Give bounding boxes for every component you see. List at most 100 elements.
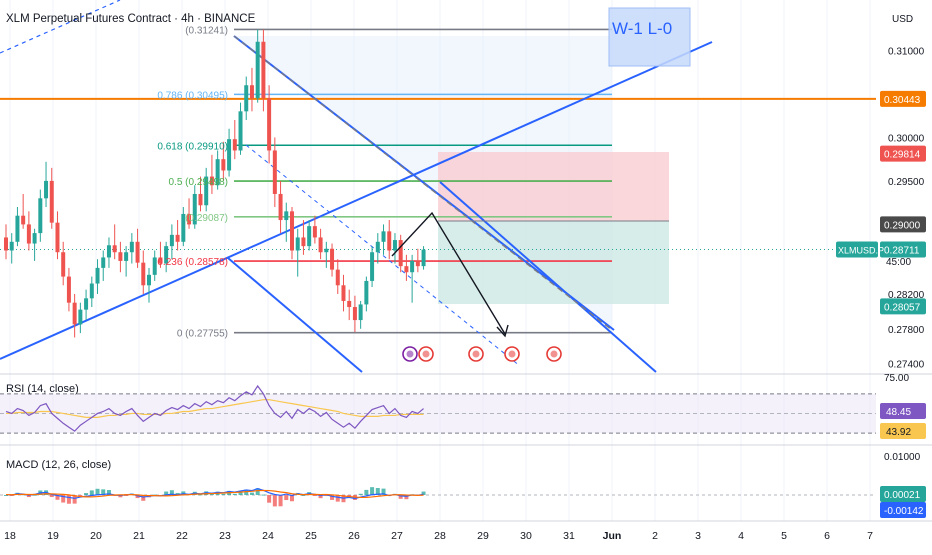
descending-trend-line-2[interactable] [439, 181, 657, 373]
fib-label: (0.29087) [185, 213, 228, 224]
candle-body [21, 215, 26, 225]
macd-histogram-bar [324, 495, 329, 497]
macd-histogram-bar [164, 491, 169, 495]
macd-histogram-bar [141, 495, 146, 501]
candle-body [375, 241, 380, 253]
stop-zone-box[interactable] [438, 152, 669, 221]
candle-body [392, 240, 397, 251]
descending-channel-lower[interactable] [227, 257, 363, 373]
macd-histogram-bar [272, 495, 277, 507]
price-badge-text: 0.29000 [884, 220, 921, 231]
candle-body [72, 302, 77, 325]
candle-body [301, 237, 306, 247]
macd-badge-text: -0.00142 [884, 506, 924, 517]
time-axis-label: 27 [391, 530, 403, 542]
macd-histogram-bar [370, 487, 375, 495]
candle-body [341, 285, 346, 301]
macd-label[interactable]: MACD (12, 26, close) [6, 459, 111, 471]
price-badge-text: 0.28057 [884, 302, 921, 313]
annotation-box[interactable] [608, 7, 691, 67]
time-axis-label: 30 [520, 530, 532, 542]
candle-body [26, 224, 31, 244]
candle-body [169, 234, 174, 247]
time-axis-label: 28 [434, 530, 446, 542]
candle-body [192, 193, 197, 225]
price-tick: 0.27400 [888, 360, 925, 371]
price-tick: 0.29500 [888, 177, 925, 188]
time-axis-label: Jun [603, 530, 622, 542]
candle-body [32, 233, 37, 244]
fib-label: (0.31241) [185, 25, 228, 36]
rsi-badge [880, 403, 926, 419]
macd-histogram-bar [84, 493, 89, 495]
candle-body [307, 226, 312, 247]
symbol-badge[interactable] [836, 241, 878, 258]
time-axis-layer: 18 19 20 21 22 23 24 25 26 27 28 29 30 31 Jun 2 3 4 5 6 7 [4, 530, 873, 542]
time-axis-label: 4 [738, 530, 744, 542]
currency-label: USD [892, 14, 913, 25]
macd-histogram-bar [32, 494, 37, 496]
macd-histogram-bar [118, 495, 123, 498]
macd-histogram-bar [404, 495, 409, 500]
candle-body [175, 234, 180, 242]
rsi-line [5, 384, 424, 432]
time-axis-label: 29 [477, 530, 489, 542]
ascending-trend-line[interactable] [0, 41, 713, 360]
macd-histogram-bar [255, 488, 260, 495]
macd-histogram-bar [267, 495, 272, 503]
candle-body [141, 262, 146, 286]
event-icon-dot [508, 350, 516, 358]
drawings-under-layer [0, 0, 876, 373]
macd-histogram-bar [101, 489, 106, 495]
candle-body [398, 240, 403, 267]
rsi-layer: 48.45 43.92 [0, 384, 926, 439]
macd-histogram-bar [358, 493, 363, 495]
macd-tick-top: 0.01000 [884, 452, 921, 463]
candle-body [312, 226, 317, 238]
candle-body [249, 85, 254, 99]
countdown-label: 45:00 [886, 257, 911, 268]
macd-histogram-bar [381, 488, 386, 495]
macd-histogram-bar [318, 495, 323, 499]
fib-label: 0.618 (0.29910) [157, 141, 228, 152]
macd-histogram-bar [26, 495, 31, 498]
right-axis-background [876, 0, 932, 550]
macd-histogram-bar [95, 488, 100, 495]
time-axis-label: 6 [824, 530, 830, 542]
candle-body [164, 246, 169, 264]
macd-histogram-bar [364, 489, 369, 495]
fib-labels-layer: (0.31241) 0.786 (0.30495) 0.618 (0.29910) 0… [157, 25, 228, 339]
candle-body [158, 257, 163, 264]
rsi-ma-line [6, 399, 424, 418]
macd-badge [880, 486, 926, 502]
candle-body [415, 260, 420, 267]
dashed-trend-line-top[interactable] [0, 0, 121, 54]
candle-body [244, 85, 249, 112]
macd-histogram-bar [421, 491, 426, 495]
candle-body [95, 267, 100, 284]
macd-histogram-bar [49, 495, 54, 498]
time-axis-label: 7 [867, 530, 873, 542]
candle-body [261, 41, 266, 99]
annotation-box-text: W-1 L-0 [612, 19, 672, 38]
projection-path[interactable] [391, 211, 506, 335]
macd-histogram-bar [221, 493, 226, 495]
macd-histogram-bar [232, 493, 237, 495]
macd-histogram-bar [61, 495, 66, 503]
target-zone-box[interactable] [438, 221, 669, 304]
fib-label: 0.786 (0.30495) [157, 90, 228, 101]
time-axis-label: 23 [219, 530, 231, 542]
price-tick: 0.27800 [888, 325, 925, 336]
rsi-tick-75: 75.00 [884, 373, 909, 384]
symbol-title[interactable]: XLM Perpetual Futures Contract · 4h · BI… [6, 13, 256, 25]
candle-body [290, 211, 294, 251]
event-icon-dot [550, 350, 558, 358]
candle-body [255, 41, 260, 99]
descending-channel-mid[interactable] [245, 144, 521, 367]
rsi-label[interactable]: RSI (14, close) [6, 383, 79, 395]
candle-body [181, 213, 186, 242]
price-badge-text: 0.29814 [884, 150, 921, 161]
candle-body [89, 283, 94, 299]
macd-histogram-bar [209, 494, 214, 496]
